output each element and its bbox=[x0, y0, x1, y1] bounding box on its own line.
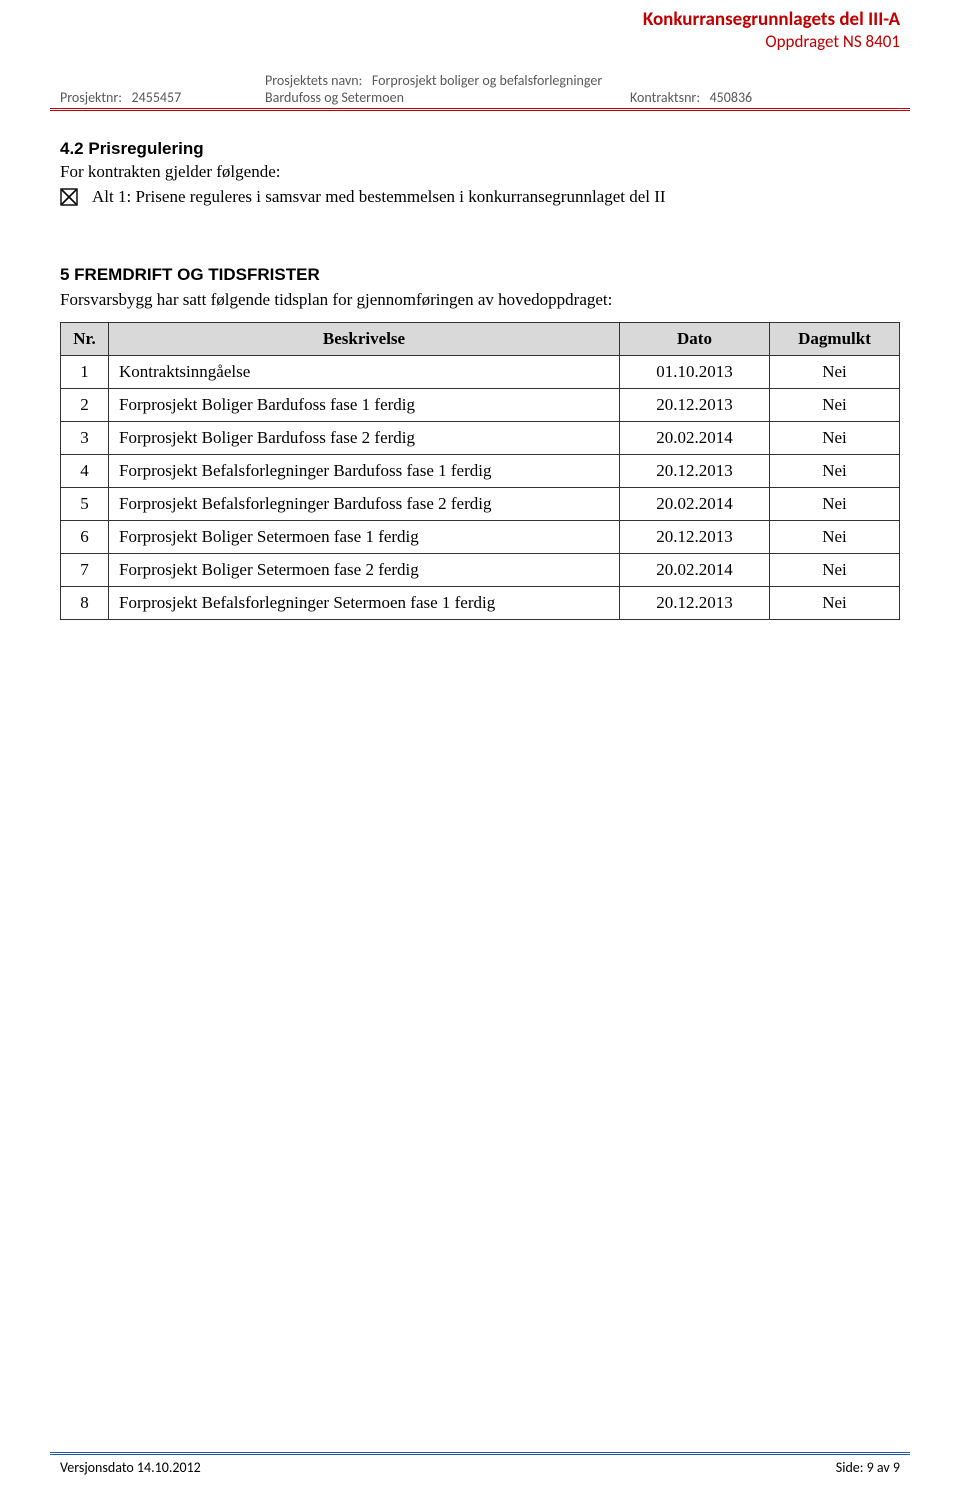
cell-dag: Nei bbox=[770, 421, 900, 454]
table-row: 1 Kontraktsinngåelse 01.10.2013 Nei bbox=[61, 355, 900, 388]
table-row: 8 Forprosjekt Befalsforlegninger Setermo… bbox=[61, 586, 900, 619]
table-header-row: Nr. Beskrivelse Dato Dagmulkt bbox=[61, 322, 900, 355]
kontraktsnr-label: Kontraktsnr: bbox=[630, 89, 700, 106]
cell-nr: 8 bbox=[61, 586, 109, 619]
table-head: Nr. Beskrivelse Dato Dagmulkt bbox=[61, 322, 900, 355]
cell-date: 20.12.2013 bbox=[620, 388, 770, 421]
cell-nr: 3 bbox=[61, 421, 109, 454]
section-4-2-title: 4.2 Prisregulering bbox=[60, 139, 900, 159]
header-prosjektnr: Prosjektnr: 2455457 bbox=[60, 89, 265, 106]
col-dag: Dagmulkt bbox=[770, 322, 900, 355]
section-4-2-intro: For kontrakten gjelder følgende: bbox=[60, 161, 900, 184]
footer-left: Versjonsdato 14.10.2012 bbox=[60, 1459, 201, 1476]
cell-nr: 2 bbox=[61, 388, 109, 421]
alt1-row: Alt 1: Prisene reguleres i samsvar med b… bbox=[60, 186, 900, 209]
prosjektnr-value: 2455457 bbox=[132, 89, 182, 106]
header-rule bbox=[60, 108, 900, 111]
col-date: Dato bbox=[620, 322, 770, 355]
cell-dag: Nei bbox=[770, 586, 900, 619]
col-desc: Beskrivelse bbox=[109, 322, 620, 355]
cell-desc: Forprosjekt Boliger Bardufoss fase 1 fer… bbox=[109, 388, 620, 421]
header-kontraktsnr: Kontraktsnr: 450836 bbox=[630, 89, 900, 106]
checkbox-checked-icon bbox=[60, 188, 78, 206]
cell-dag: Nei bbox=[770, 388, 900, 421]
cell-dag: Nei bbox=[770, 553, 900, 586]
table-row: 2 Forprosjekt Boliger Bardufoss fase 1 f… bbox=[61, 388, 900, 421]
prosjektnr-label: Prosjektnr: bbox=[60, 89, 122, 106]
table-row: 5 Forprosjekt Befalsforlegninger Bardufo… bbox=[61, 487, 900, 520]
cell-nr: 5 bbox=[61, 487, 109, 520]
cell-date: 20.12.2013 bbox=[620, 454, 770, 487]
footer: Versjonsdato 14.10.2012 Side: 9 av 9 bbox=[60, 1452, 900, 1476]
cell-nr: 4 bbox=[61, 454, 109, 487]
cell-nr: 6 bbox=[61, 520, 109, 553]
cell-desc: Forprosjekt Befalsforlegninger Setermoen… bbox=[109, 586, 620, 619]
col-nr: Nr. bbox=[61, 322, 109, 355]
prosjektnavn-label: Prosjektets navn: bbox=[265, 72, 362, 89]
cell-date: 01.10.2013 bbox=[620, 355, 770, 388]
cell-nr: 7 bbox=[61, 553, 109, 586]
header-title-block: Konkurransegrunnlagets del III-A Oppdrag… bbox=[643, 10, 900, 52]
cell-desc: Forprosjekt Boliger Bardufoss fase 2 fer… bbox=[109, 421, 620, 454]
header-title-line1: Konkurransegrunnlagets del III-A bbox=[643, 10, 900, 31]
cell-date: 20.12.2013 bbox=[620, 586, 770, 619]
content: 4.2 Prisregulering For kontrakten gjelde… bbox=[60, 139, 900, 620]
table-row: 6 Forprosjekt Boliger Setermoen fase 1 f… bbox=[61, 520, 900, 553]
cell-desc: Forprosjekt Boliger Setermoen fase 1 fer… bbox=[109, 520, 620, 553]
cell-dag: Nei bbox=[770, 487, 900, 520]
header-meta-row: Prosjektnr: 2455457 Prosjektets navn: Fo… bbox=[60, 72, 900, 106]
cell-date: 20.12.2013 bbox=[620, 520, 770, 553]
section-5-title: 5 FREMDRIFT OG TIDSFRISTER bbox=[60, 265, 900, 285]
cell-date: 20.02.2014 bbox=[620, 421, 770, 454]
cell-dag: Nei bbox=[770, 355, 900, 388]
cell-desc: Forprosjekt Befalsforlegninger Bardufoss… bbox=[109, 487, 620, 520]
cell-nr: 1 bbox=[61, 355, 109, 388]
table-row: 3 Forprosjekt Boliger Bardufoss fase 2 f… bbox=[61, 421, 900, 454]
cell-date: 20.02.2014 bbox=[620, 553, 770, 586]
cell-desc: Forprosjekt Befalsforlegninger Bardufoss… bbox=[109, 454, 620, 487]
page: Konkurransegrunnlagets del III-A Oppdrag… bbox=[0, 0, 960, 1498]
kontraktsnr-value: 450836 bbox=[710, 89, 753, 106]
table-body: 1 Kontraktsinngåelse 01.10.2013 Nei 2 Fo… bbox=[61, 355, 900, 619]
cell-desc: Kontraktsinngåelse bbox=[109, 355, 620, 388]
alt1-text: Alt 1: Prisene reguleres i samsvar med b… bbox=[92, 186, 666, 209]
footer-row: Versjonsdato 14.10.2012 Side: 9 av 9 bbox=[60, 1459, 900, 1476]
table-row: 4 Forprosjekt Befalsforlegninger Bardufo… bbox=[61, 454, 900, 487]
schedule-table: Nr. Beskrivelse Dato Dagmulkt 1 Kontrakt… bbox=[60, 322, 900, 620]
cell-dag: Nei bbox=[770, 520, 900, 553]
footer-right: Side: 9 av 9 bbox=[836, 1459, 900, 1476]
footer-rule bbox=[60, 1452, 900, 1455]
cell-date: 20.02.2014 bbox=[620, 487, 770, 520]
header-title-line2: Oppdraget NS 8401 bbox=[643, 31, 900, 52]
section-5-intro: Forsvarsbygg har satt følgende tidsplan … bbox=[60, 289, 900, 312]
cell-desc: Forprosjekt Boliger Setermoen fase 2 fer… bbox=[109, 553, 620, 586]
cell-dag: Nei bbox=[770, 454, 900, 487]
table-row: 7 Forprosjekt Boliger Setermoen fase 2 f… bbox=[61, 553, 900, 586]
header-prosjektnavn: Prosjektets navn: Forprosjekt boliger og… bbox=[265, 72, 630, 106]
